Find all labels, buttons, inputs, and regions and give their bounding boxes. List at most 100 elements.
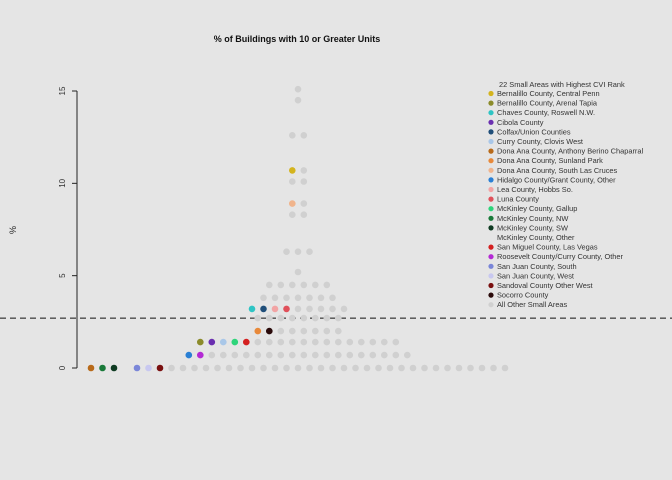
other-point (335, 327, 342, 335)
other-point (300, 281, 308, 289)
legend-swatch (488, 215, 494, 221)
highlighted-point (260, 305, 267, 313)
other-point (168, 364, 175, 372)
legend-swatch (488, 138, 494, 145)
other-point (312, 338, 319, 346)
other-point (300, 132, 308, 139)
other-point (283, 248, 290, 255)
highlighted-point (289, 167, 296, 174)
highlighted-point (248, 305, 256, 313)
legend-swatch (488, 186, 494, 193)
highlighted-point (185, 351, 193, 359)
other-point (294, 85, 302, 93)
highlighted-point (271, 305, 279, 313)
other-point (329, 364, 336, 372)
other-point (392, 338, 400, 346)
other-point (323, 351, 331, 359)
other-point (294, 364, 302, 372)
other-point (254, 314, 262, 322)
other-point (392, 351, 400, 359)
other-point (283, 364, 290, 372)
other-point (317, 305, 325, 313)
legend-item-label: Bernalillo County, Central Penn (497, 89, 600, 98)
legend-swatch (488, 225, 494, 231)
legend-swatch (488, 196, 494, 202)
other-point (277, 327, 285, 335)
other-point (248, 364, 256, 372)
other-point (381, 338, 388, 346)
legend-item-label: Chaves County, Roswell N.W. (497, 108, 595, 117)
other-point (346, 351, 354, 359)
other-point (352, 364, 359, 372)
other-point (266, 314, 273, 322)
other-point (300, 327, 308, 335)
other-point (386, 364, 394, 372)
legend-item-label: Socorro County (497, 291, 549, 300)
other-point (289, 314, 296, 322)
legend-item-label: Dona Ana County, Sunland Park (497, 156, 603, 165)
other-point (266, 351, 273, 359)
legend-swatch (488, 129, 494, 135)
other-point (346, 338, 354, 346)
other-point (421, 364, 428, 372)
legend-item-label: Lea County, Hobbs So. (497, 185, 573, 194)
legend-item-label: Cibola County (497, 118, 544, 127)
legend-title: 22 Small Areas with Highest CVI Rank (499, 80, 625, 89)
y-tick-label: 0 (58, 365, 67, 370)
legend-item-label: San Miguel County, Las Vegas (497, 243, 598, 252)
legend-item-label: Dona Ana County, Anthony Berino Chaparra… (497, 147, 643, 156)
other-point (432, 364, 440, 372)
data-points (87, 85, 509, 372)
legend-swatch (488, 263, 494, 269)
highlighted-point (220, 338, 227, 346)
other-point (501, 364, 509, 372)
other-point (300, 351, 308, 359)
legend-swatch (488, 273, 494, 279)
other-point (358, 351, 365, 359)
highlighted-point (243, 338, 250, 346)
other-point (225, 364, 233, 372)
other-point (289, 211, 296, 218)
legend-item-label: Curry County, Clovis West (497, 137, 583, 146)
other-point (294, 294, 302, 302)
other-point (254, 351, 262, 359)
other-point (306, 294, 313, 302)
highlighted-point (87, 364, 95, 372)
other-point (312, 351, 319, 359)
legend-item-label: Bernalillo County, Arenal Tapia (497, 99, 598, 108)
other-point (329, 305, 336, 313)
legend-item-label: McKinley County, Other (497, 233, 575, 242)
legend-item-label: San Juan County, South (497, 262, 577, 271)
other-point (478, 364, 486, 372)
chart-title: % of Buildings with 10 or Greater Units (214, 34, 381, 44)
legend-item-label: McKinley County, NW (497, 214, 568, 223)
other-point (409, 364, 417, 372)
y-tick-label: 10 (58, 178, 67, 187)
other-point (375, 364, 382, 372)
other-point (323, 314, 331, 322)
y-axis: 0 5 10 15 (58, 86, 78, 370)
legend-swatch (488, 206, 494, 212)
highlighted-point (197, 351, 204, 359)
legend-item-label: Roosevelt County/Curry County, Other (497, 252, 624, 261)
legend-swatch (488, 110, 494, 116)
legend-swatch (488, 158, 494, 164)
highlighted-point (231, 338, 239, 346)
legend-swatch (488, 302, 494, 308)
other-point (289, 327, 296, 335)
other-point (243, 351, 250, 359)
other-point (467, 364, 474, 372)
other-point (202, 364, 210, 372)
other-point (306, 305, 313, 313)
other-point (323, 281, 331, 289)
legend-item-label: Dona Ana County, South Las Cruces (497, 166, 618, 175)
other-point (289, 338, 296, 346)
highlighted-point (156, 364, 164, 372)
other-point (306, 248, 313, 255)
other-point (358, 338, 365, 346)
legend-swatch (488, 282, 494, 289)
other-point (266, 338, 273, 346)
legend-item-label: Hidalgo County/Grant County, Other (497, 175, 616, 184)
other-point (191, 364, 198, 372)
highlighted-point (289, 200, 296, 207)
